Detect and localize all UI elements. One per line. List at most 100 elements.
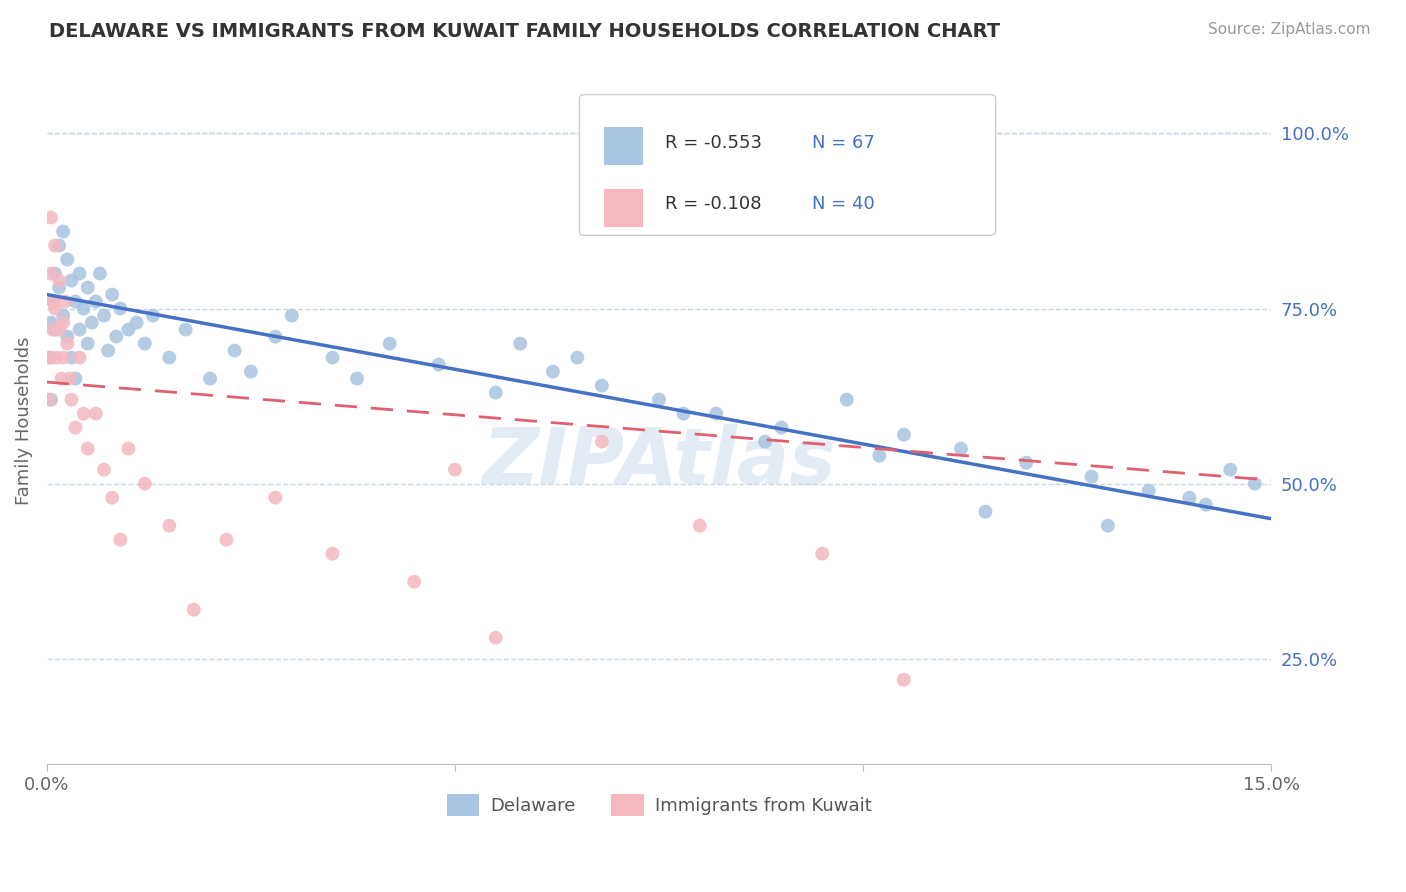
Point xyxy=(1195,498,1218,512)
Point xyxy=(56,252,79,267)
Point xyxy=(117,442,139,456)
Point xyxy=(704,407,727,421)
Point xyxy=(117,322,139,336)
Point xyxy=(44,267,66,281)
Point xyxy=(485,631,508,645)
Point xyxy=(48,322,70,336)
Point xyxy=(1243,476,1265,491)
Point xyxy=(60,351,83,365)
Point xyxy=(39,351,62,365)
Point xyxy=(41,322,63,336)
Point xyxy=(51,371,73,385)
Legend: Delaware, Immigrants from Kuwait: Delaware, Immigrants from Kuwait xyxy=(439,787,879,823)
Point xyxy=(264,491,287,505)
Point xyxy=(44,301,66,316)
Point xyxy=(198,371,221,385)
Point xyxy=(224,343,246,358)
Point xyxy=(110,301,132,316)
Point xyxy=(893,673,915,687)
Point xyxy=(280,309,302,323)
Point xyxy=(835,392,858,407)
Point xyxy=(689,518,711,533)
Point xyxy=(101,287,124,301)
Text: R = -0.553: R = -0.553 xyxy=(665,134,762,152)
Point xyxy=(65,371,87,385)
Point xyxy=(65,294,87,309)
Point xyxy=(65,420,87,434)
Point xyxy=(378,336,401,351)
Point xyxy=(346,371,368,385)
Point xyxy=(322,547,344,561)
Point xyxy=(101,491,124,505)
Point xyxy=(69,322,91,336)
Text: R = -0.108: R = -0.108 xyxy=(665,195,762,213)
Point xyxy=(48,274,70,288)
Point xyxy=(1178,491,1201,505)
Point xyxy=(76,442,98,456)
Point xyxy=(239,365,262,379)
FancyBboxPatch shape xyxy=(579,95,995,235)
Point xyxy=(1080,469,1102,483)
Point xyxy=(44,238,66,252)
Point xyxy=(60,392,83,407)
Point xyxy=(59,371,82,385)
Point xyxy=(444,463,467,477)
Point xyxy=(893,427,915,442)
Point xyxy=(125,316,148,330)
Point xyxy=(974,505,997,519)
Point xyxy=(69,267,91,281)
Text: Source: ZipAtlas.com: Source: ZipAtlas.com xyxy=(1208,22,1371,37)
Point xyxy=(72,407,94,421)
Point xyxy=(509,336,531,351)
Point xyxy=(93,309,115,323)
Point xyxy=(45,351,67,365)
Point xyxy=(42,294,65,309)
Point xyxy=(754,434,776,449)
Point xyxy=(404,574,426,589)
Point xyxy=(76,280,98,294)
Point xyxy=(567,351,589,365)
Point xyxy=(427,358,450,372)
Point xyxy=(949,442,972,456)
Text: ZIPAtlas: ZIPAtlas xyxy=(482,424,835,500)
Point xyxy=(811,547,834,561)
Point xyxy=(39,392,62,407)
Point xyxy=(174,322,197,336)
Point xyxy=(485,385,508,400)
Point xyxy=(38,351,60,365)
Point xyxy=(60,274,83,288)
Point xyxy=(157,518,180,533)
Text: N = 67: N = 67 xyxy=(813,134,875,152)
Point xyxy=(39,267,62,281)
Point xyxy=(770,420,793,434)
Point xyxy=(110,533,132,547)
Point xyxy=(52,351,75,365)
Point xyxy=(39,316,62,330)
Point xyxy=(93,463,115,477)
Point xyxy=(1097,518,1119,533)
Point xyxy=(56,336,79,351)
Text: N = 40: N = 40 xyxy=(813,195,875,213)
Point xyxy=(44,322,66,336)
Text: DELAWARE VS IMMIGRANTS FROM KUWAIT FAMILY HOUSEHOLDS CORRELATION CHART: DELAWARE VS IMMIGRANTS FROM KUWAIT FAMIL… xyxy=(49,22,1000,41)
Point xyxy=(541,365,564,379)
Point xyxy=(1015,456,1038,470)
Point xyxy=(1137,483,1160,498)
Point xyxy=(56,329,79,343)
Point xyxy=(591,378,613,392)
Point xyxy=(48,280,70,294)
Point xyxy=(89,267,111,281)
Point xyxy=(142,309,165,323)
Point xyxy=(52,309,75,323)
Point xyxy=(69,351,91,365)
Point xyxy=(1219,463,1241,477)
Point xyxy=(134,476,156,491)
Point xyxy=(53,294,76,309)
Point xyxy=(183,603,205,617)
Point xyxy=(52,225,75,239)
Point xyxy=(76,336,98,351)
Point xyxy=(48,238,70,252)
Point xyxy=(84,294,107,309)
Y-axis label: Family Households: Family Households xyxy=(15,336,32,505)
FancyBboxPatch shape xyxy=(605,128,643,165)
